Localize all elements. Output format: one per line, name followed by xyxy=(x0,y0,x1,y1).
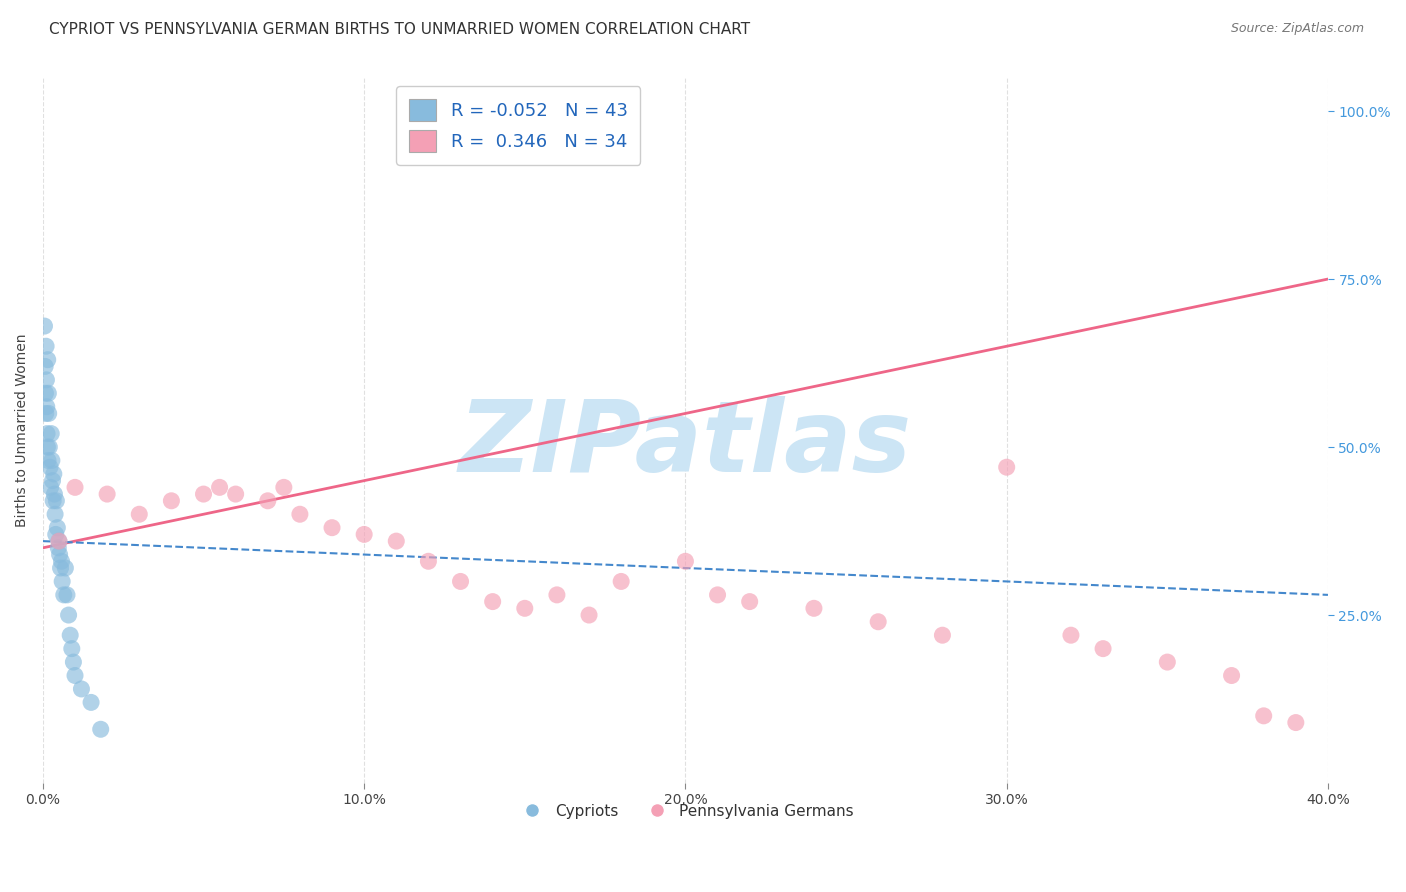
Point xyxy=(1092,641,1115,656)
Point xyxy=(35,426,58,441)
Point xyxy=(208,480,231,494)
Point xyxy=(35,373,58,387)
Point xyxy=(738,594,761,608)
Point xyxy=(160,493,183,508)
Point xyxy=(48,534,70,549)
Point xyxy=(53,561,76,575)
Point xyxy=(44,508,66,522)
Point xyxy=(63,668,86,682)
Point xyxy=(37,352,59,367)
Point xyxy=(37,453,59,467)
Point xyxy=(38,406,60,420)
Point xyxy=(39,480,62,494)
Point xyxy=(45,527,67,541)
Text: ZIPatlas: ZIPatlas xyxy=(458,396,912,493)
Point xyxy=(90,723,112,737)
Point xyxy=(48,534,70,549)
Point xyxy=(41,474,63,488)
Point xyxy=(273,480,295,494)
Point xyxy=(34,386,56,401)
Point xyxy=(58,608,80,623)
Point xyxy=(1156,655,1178,669)
Point xyxy=(353,527,375,541)
Point xyxy=(34,319,56,334)
Point xyxy=(1285,715,1308,730)
Point xyxy=(450,574,472,589)
Point xyxy=(51,554,73,568)
Point xyxy=(288,508,311,522)
Point xyxy=(70,681,93,696)
Y-axis label: Births to Unmarried Women: Births to Unmarried Women xyxy=(15,334,30,527)
Point xyxy=(35,339,58,353)
Point xyxy=(45,493,67,508)
Point xyxy=(59,628,82,642)
Point xyxy=(995,460,1018,475)
Point xyxy=(35,400,58,414)
Point xyxy=(578,608,600,623)
Point xyxy=(46,541,69,555)
Point xyxy=(673,554,696,568)
Point xyxy=(62,655,84,669)
Point xyxy=(1060,628,1083,642)
Point xyxy=(35,406,58,420)
Point xyxy=(56,588,79,602)
Point xyxy=(1253,709,1275,723)
Point xyxy=(96,487,118,501)
Point xyxy=(546,588,568,602)
Point xyxy=(931,628,953,642)
Point xyxy=(63,480,86,494)
Point xyxy=(42,493,65,508)
Point xyxy=(37,440,59,454)
Point xyxy=(37,386,59,401)
Point xyxy=(418,554,440,568)
Point xyxy=(60,641,83,656)
Point xyxy=(321,521,343,535)
Point xyxy=(41,453,63,467)
Point xyxy=(803,601,825,615)
Text: CYPRIOT VS PENNSYLVANIA GERMAN BIRTHS TO UNMARRIED WOMEN CORRELATION CHART: CYPRIOT VS PENNSYLVANIA GERMAN BIRTHS TO… xyxy=(49,22,751,37)
Point xyxy=(39,460,62,475)
Point xyxy=(225,487,247,501)
Point xyxy=(39,426,62,441)
Point xyxy=(48,548,70,562)
Point xyxy=(46,521,69,535)
Point xyxy=(385,534,408,549)
Point xyxy=(42,467,65,481)
Point xyxy=(38,440,60,454)
Text: Source: ZipAtlas.com: Source: ZipAtlas.com xyxy=(1230,22,1364,36)
Legend: Cypriots, Pennsylvania Germans: Cypriots, Pennsylvania Germans xyxy=(510,797,860,825)
Point xyxy=(610,574,633,589)
Point xyxy=(868,615,890,629)
Point xyxy=(52,588,75,602)
Point xyxy=(706,588,728,602)
Point xyxy=(256,493,278,508)
Point xyxy=(513,601,536,615)
Point xyxy=(44,487,66,501)
Point xyxy=(1220,668,1243,682)
Point xyxy=(80,695,103,709)
Point xyxy=(51,574,73,589)
Point xyxy=(481,594,503,608)
Point xyxy=(128,508,150,522)
Point xyxy=(49,561,72,575)
Point xyxy=(34,359,56,374)
Point xyxy=(193,487,215,501)
